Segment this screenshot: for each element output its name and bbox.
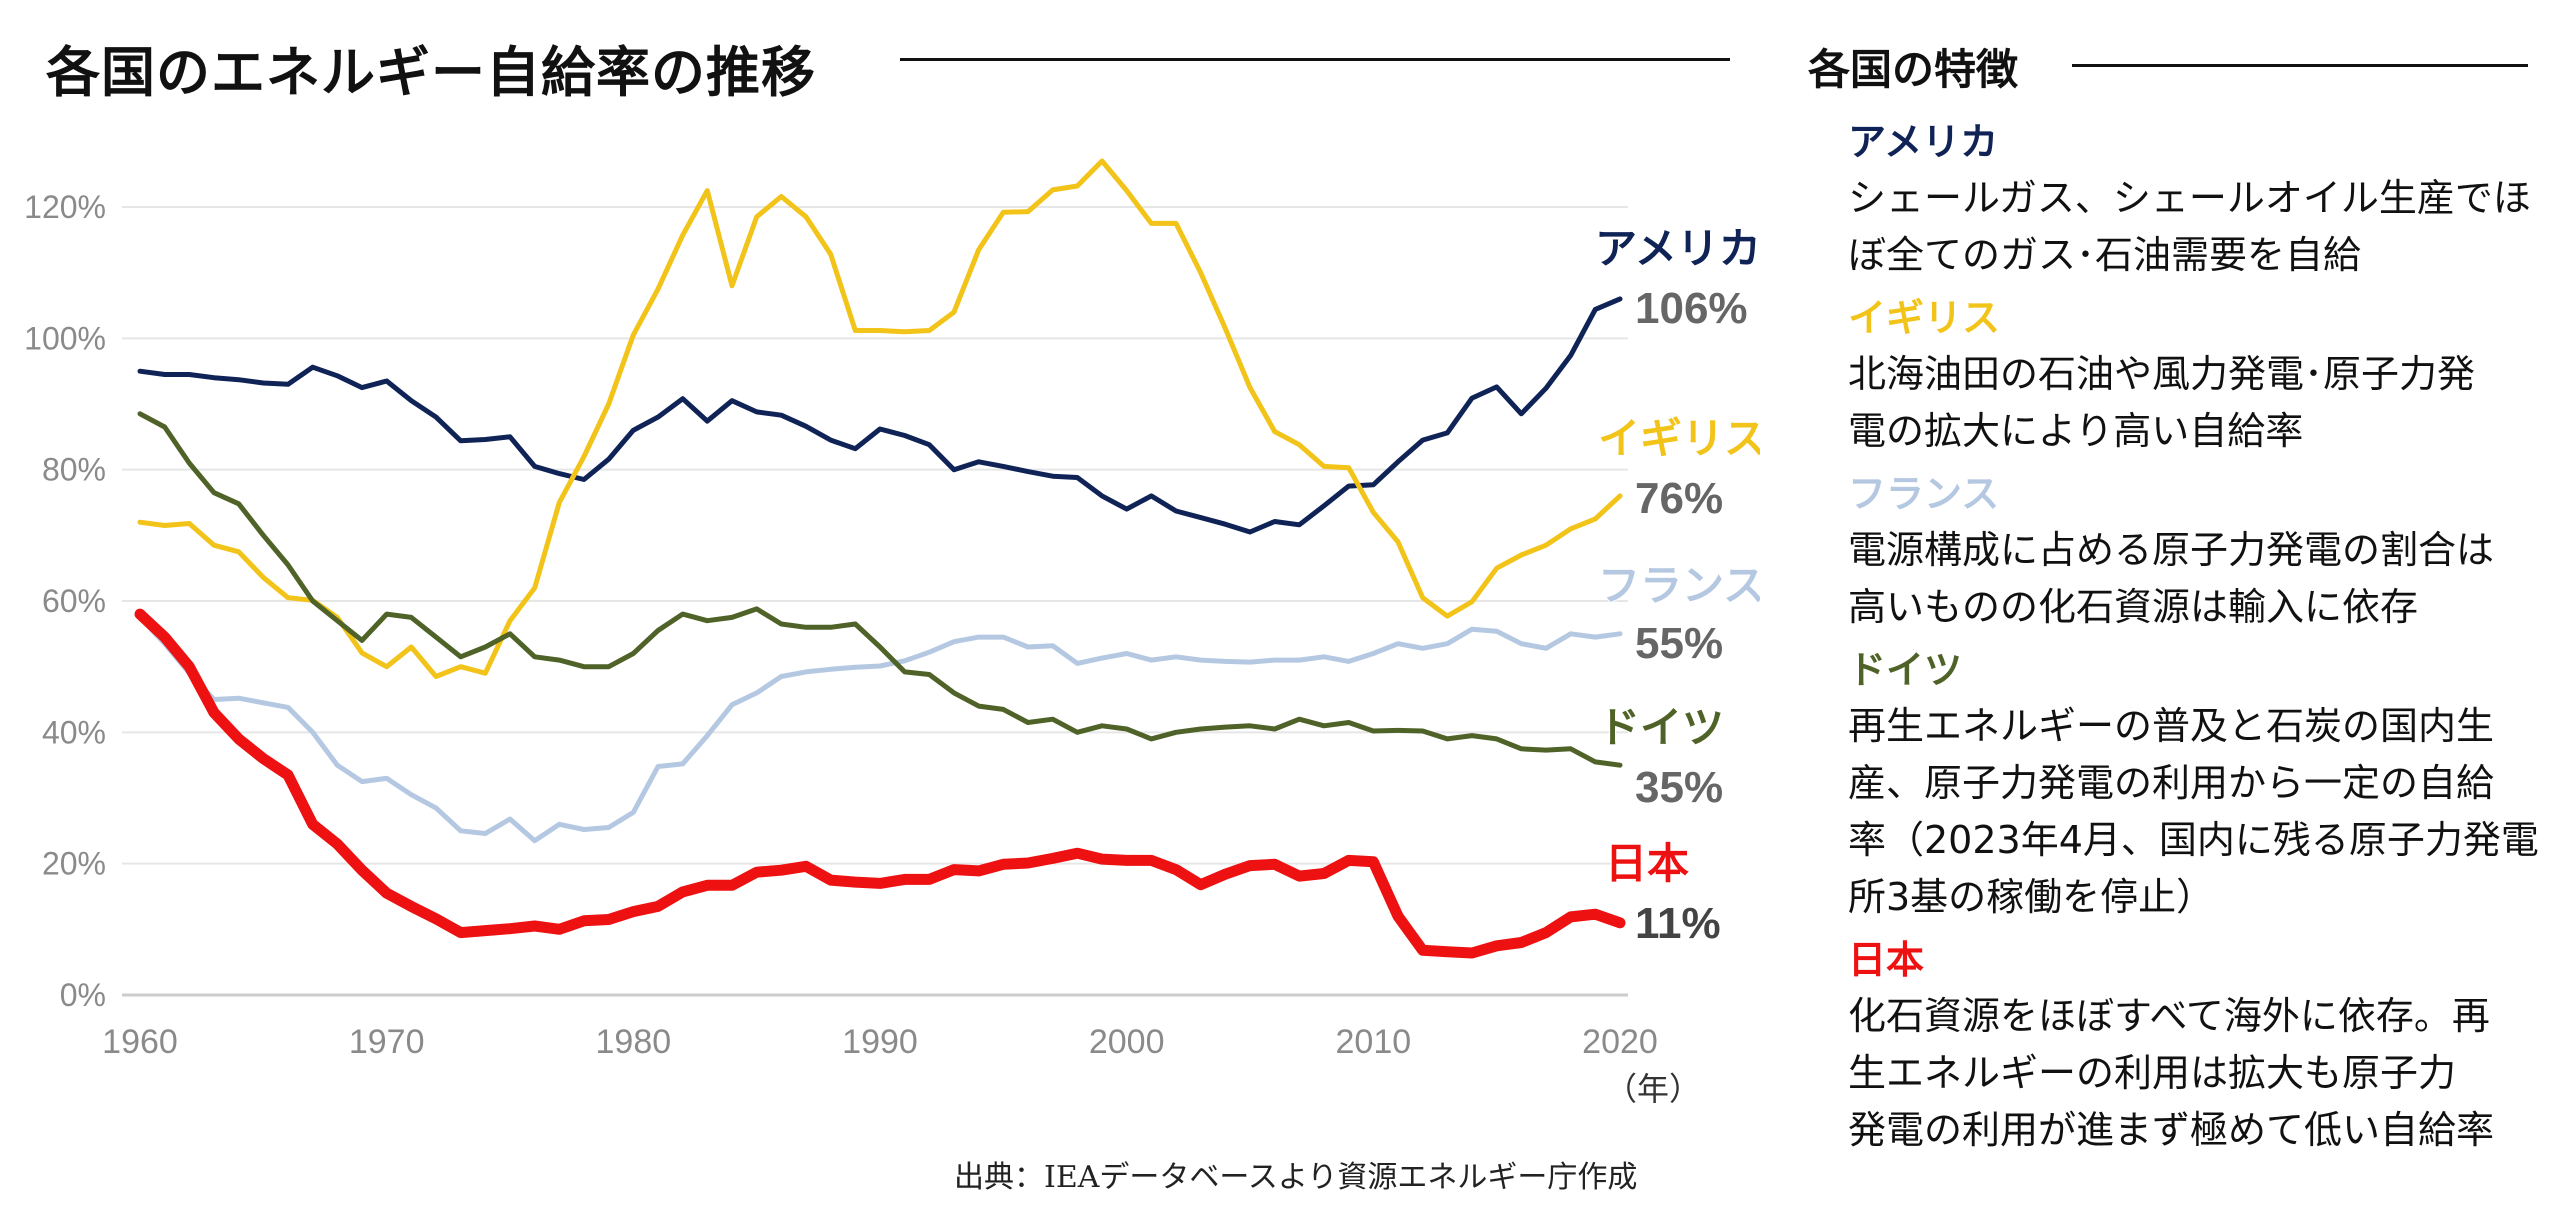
series-value-label: 55% [1635, 619, 1723, 668]
feature-country-name: イギリス [1848, 296, 2001, 340]
title-divider [900, 58, 1730, 61]
line-chart: 0% 20% 40% 60% 80% 100% 120% 1960 1970 1980 1990 2… [24, 158, 1760, 1061]
series-name-label: ドイツ [1598, 703, 1724, 752]
series-value-label: 35% [1635, 763, 1723, 812]
chart-grid [122, 206, 1628, 997]
feature-description-line: 北海油田の石油や風力発電･原子力発 [1848, 352, 2476, 396]
y-tick-label: 100% [24, 320, 106, 356]
feature-country-name: アメリカ [1848, 120, 1999, 164]
feature-description-line: 電源構成に占める原子力発電の割合は [1848, 528, 2495, 572]
source-note: 出典：IEAデータベースより資源エネルギー庁作成 [954, 1160, 1638, 1195]
series-name-label: 日本 [1605, 839, 1689, 888]
x-tick-label: 2020 [1582, 1023, 1658, 1061]
y-tick-label: 0% [60, 977, 106, 1013]
series-name-label: イギリス [1598, 414, 1760, 463]
y-tick-label: 80% [42, 452, 106, 488]
chart-series [134, 158, 1626, 959]
feature-item: ドイツ再生エネルギーの普及と石炭の国内生 産、原子力発電の利用から一定の自給 率（2… [1848, 642, 2548, 926]
x-tick-label: 1980 [596, 1023, 672, 1061]
feature-description-line: 産、原子力発電の利用から一定の自給 [1848, 761, 2495, 805]
feature-description-line: 率（2023年4月、国内に残る原子力発電 [1848, 818, 2539, 862]
series-end-labels: アメリカ 106% イギリス 76% フランス 55% ドイツ 35% 日本 11% [1594, 223, 1760, 948]
feature-country-name: フランス [1848, 472, 2000, 516]
series-value-label: 106% [1635, 284, 1748, 333]
feature-item: アメリカシェールガス、シェールオイル生産でほ ぼ全てのガス･石油需要を自給 [1848, 114, 2548, 284]
chart-title: 各国のエネルギー自給率の推移 [46, 41, 816, 104]
x-tick-label: 1960 [102, 1023, 178, 1061]
series-line-アメリカ [137, 296, 1623, 535]
x-tick-label: 2010 [1336, 1023, 1412, 1061]
feature-description-line: 電の拡大により高い自給率 [1848, 409, 2304, 453]
series-line-ドイツ [137, 411, 1623, 768]
x-tick-label: 2000 [1089, 1023, 1165, 1061]
y-tick-label: 20% [42, 846, 106, 882]
y-tick-label: 120% [24, 189, 106, 225]
feature-description-line: ぼ全てのガス･石油需要を自給 [1848, 233, 2362, 277]
feature-description-line: 再生エネルギーの普及と石炭の国内生 [1848, 704, 2495, 748]
x-axis-ticks: 1960 1970 1980 1990 2000 2010 2020 [102, 1023, 1658, 1061]
feature-item: フランス電源構成に占める原子力発電の割合は 高いものの化石資源は輸入に依存 [1848, 466, 2548, 636]
feature-description-line: 発電の利用が進まず極めて低い自給率 [1848, 1108, 2495, 1152]
series-name-label: フランス [1598, 561, 1760, 610]
feature-description-line: 高いものの化石資源は輸入に依存 [1848, 585, 2419, 629]
feature-description-line: シェールガス、シェールオイル生産でほ [1848, 176, 2531, 220]
y-tick-label: 60% [42, 583, 106, 619]
feature-description-line: 生エネルギーの利用は拡大も原子力 [1848, 1051, 2457, 1095]
x-tick-label: 1970 [349, 1023, 425, 1061]
feature-description-line: 化石資源をほぼすべて海外に依存。再 [1848, 994, 2490, 1038]
y-tick-label: 40% [42, 714, 106, 750]
features-divider [2072, 64, 2528, 67]
features-title: 各国の特徴 [1808, 45, 2019, 94]
y-axis-ticks: 0% 20% 40% 60% 80% 100% 120% [24, 189, 106, 1013]
series-line-フランス [137, 614, 1623, 844]
feature-country-name: ドイツ [1848, 648, 1963, 692]
feature-description-line: 所3基の稼働を停止） [1848, 875, 2215, 919]
series-line-日本 [134, 608, 1626, 959]
series-name-label: アメリカ [1595, 224, 1760, 273]
feature-item: イギリス北海油田の石油や風力発電･原子力発 電の拡大により高い自給率 [1848, 290, 2548, 460]
feature-item: 日本化石資源をほぼすべて海外に依存。再 生エネルギーの利用は拡大も原子力 発電の利用… [1848, 932, 2548, 1159]
country-features: アメリカ シェールガス、シェールオイル生産でほ ぼ全てのガス･石油需要を自給 イギリス… [1848, 112, 2548, 1165]
series-value-label: 76% [1635, 474, 1723, 523]
series-value-label: 11% [1635, 899, 1721, 948]
series-line-イギリス [137, 158, 1623, 679]
feature-country-name: 日本 [1848, 938, 1925, 982]
x-tick-label: 1990 [842, 1023, 918, 1061]
x-axis-unit: （年） [1605, 1070, 1702, 1108]
